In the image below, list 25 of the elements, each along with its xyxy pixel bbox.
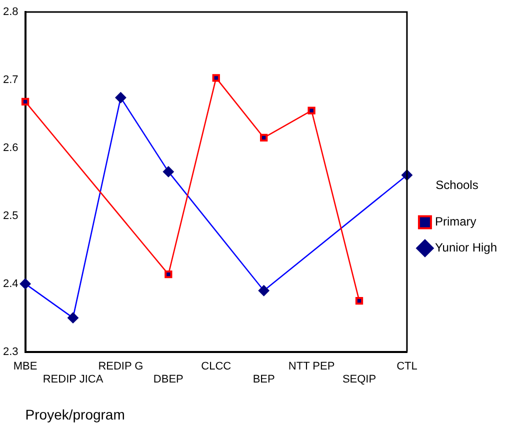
point [21, 98, 30, 106]
point [355, 297, 364, 305]
point [164, 270, 172, 278]
x-tick-label: NTT PEP [288, 360, 335, 372]
x-tick-label: DBEP [153, 374, 184, 386]
point [308, 106, 316, 114]
x-tick-label: REDIP G [98, 360, 144, 372]
legend-title: Schools [436, 178, 478, 192]
y-tick-label: 2.8 [2, 6, 18, 18]
point [260, 134, 268, 142]
legend-label: Primary [434, 214, 476, 229]
x-tick-label: CLCC [201, 360, 232, 372]
y-tick-label: 2.4 [2, 278, 18, 290]
y-tick-label: 2.7 [2, 74, 18, 86]
x-tick-label: SEQIP [342, 374, 376, 386]
legend-label: Yunior High [434, 240, 498, 255]
x-tick-label: CTL [396, 360, 418, 372]
x-tick-label: MBE [13, 360, 38, 372]
x-axis-title: Proyek/program [25, 406, 125, 422]
x-tick-label: BEP [252, 374, 275, 386]
y-tick-label: 2.3 [2, 346, 18, 358]
x-tick-label: REDIP JICA [42, 374, 104, 386]
point [212, 74, 220, 82]
y-tick-label: 2.6 [2, 142, 18, 154]
y-tick-label: 2.5 [2, 210, 18, 222]
